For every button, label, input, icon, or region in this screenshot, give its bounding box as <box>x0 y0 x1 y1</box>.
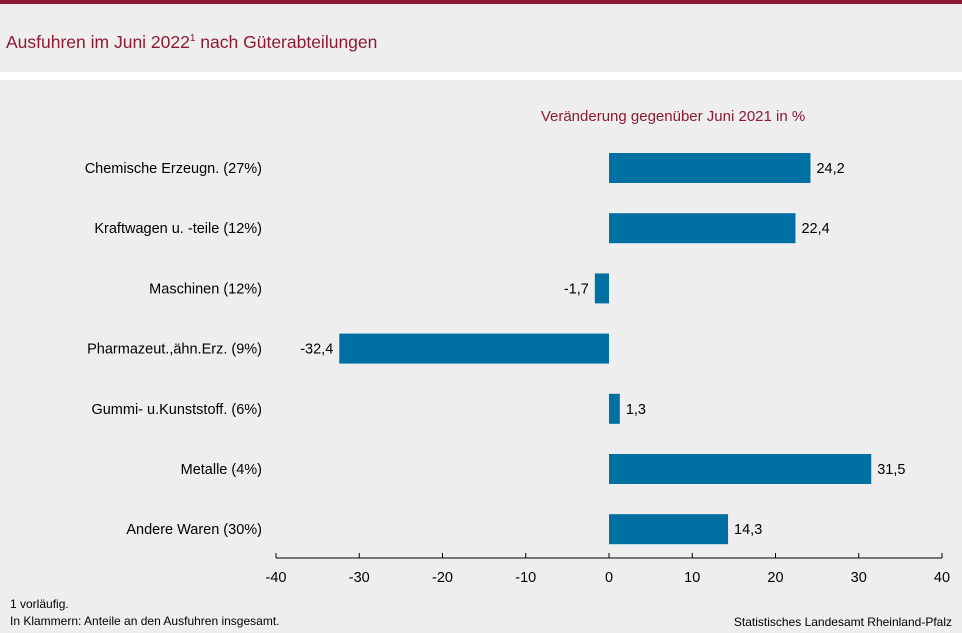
value-label-gummi-u-kunststoff-6: 1,3 <box>626 402 646 418</box>
x-tick-label: -10 <box>515 570 536 586</box>
value-label-kraftwagen-u-teile-12: 22,4 <box>801 221 829 237</box>
header-gap <box>0 72 962 80</box>
bar-chart: Veränderung gegenüber Juni 2021 in % Che… <box>85 108 950 586</box>
category-label-metalle-4: Metalle (4%) <box>181 462 262 478</box>
category-label-kraftwagen-u-teile-12: Kraftwagen u. -teile (12%) <box>94 221 262 237</box>
page-title: Ausfuhren im Juni 20221 nach Güterabteil… <box>6 32 377 53</box>
bars-group: Chemische Erzeugn. (27%) 24,2 Kraftwagen u… <box>85 153 905 545</box>
value-label-metalle-4: 31,5 <box>877 462 905 478</box>
value-label-pharmazeut-hn-erz-9: -32,4 <box>300 342 333 358</box>
bar-andere-waren-30 <box>609 514 729 545</box>
bar-metalle-4 <box>609 454 872 484</box>
x-tick-label: 0 <box>605 570 613 586</box>
x-tick-label: 20 <box>767 570 783 586</box>
category-label-pharmazeut-hn-erz-9: Pharmazeut.,ähn.Erz. (9%) <box>87 342 262 358</box>
category-label-maschinen-12: Maschinen (12%) <box>149 281 262 297</box>
x-tick-label: -40 <box>266 570 287 586</box>
footnote-provisional: 1 vorläufig. <box>10 597 69 611</box>
footnote-shares: In Klammern: Anteile an den Ausfuhren in… <box>10 614 280 628</box>
bar-kraftwagen-u-teile-12 <box>609 213 796 244</box>
x-tick-label: 10 <box>684 570 700 586</box>
x-tick-label: 40 <box>934 570 950 586</box>
value-label-maschinen-12: -1,7 <box>564 281 589 297</box>
page-title-main: Ausfuhren im Juni 2022 <box>6 32 190 52</box>
top-accent-rule <box>0 0 962 4</box>
page-title-footnote-mark: 1 <box>189 33 196 44</box>
chart-title: Veränderung gegenüber Juni 2021 in % <box>541 108 805 125</box>
value-label-andere-waren-30: 14,3 <box>734 522 762 538</box>
bar-gummi-u-kunststoff-6 <box>609 393 620 424</box>
chart-panel: Veränderung gegenüber Juni 2021 in % Che… <box>0 80 962 633</box>
bar-chemische-erzeugn-27 <box>609 153 811 183</box>
x-tick-label: -20 <box>432 570 453 586</box>
category-label-chemische-erzeugn-27: Chemische Erzeugn. (27%) <box>85 161 262 177</box>
source-credit: Statistisches Landesamt Rheinland-Pfalz <box>733 615 952 629</box>
category-label-andere-waren-30: Andere Waren (30%) <box>126 522 262 538</box>
bar-maschinen-12 <box>594 273 609 304</box>
value-label-chemische-erzeugn-27: 24,2 <box>816 161 844 177</box>
x-tick-label: -30 <box>349 570 370 586</box>
category-label-gummi-u-kunststoff-6: Gummi- u.Kunststoff. (6%) <box>91 402 262 418</box>
page-title-rest: nach Güterabteilungen <box>195 32 378 52</box>
x-tick-label: 30 <box>851 570 867 586</box>
header-bar: Ausfuhren im Juni 20221 nach Güterabteil… <box>0 4 962 72</box>
bar-pharmazeut-hn-erz-9 <box>339 333 609 364</box>
x-axis: -40 -30 -20 -10 0 10 20 30 40 <box>266 553 950 586</box>
